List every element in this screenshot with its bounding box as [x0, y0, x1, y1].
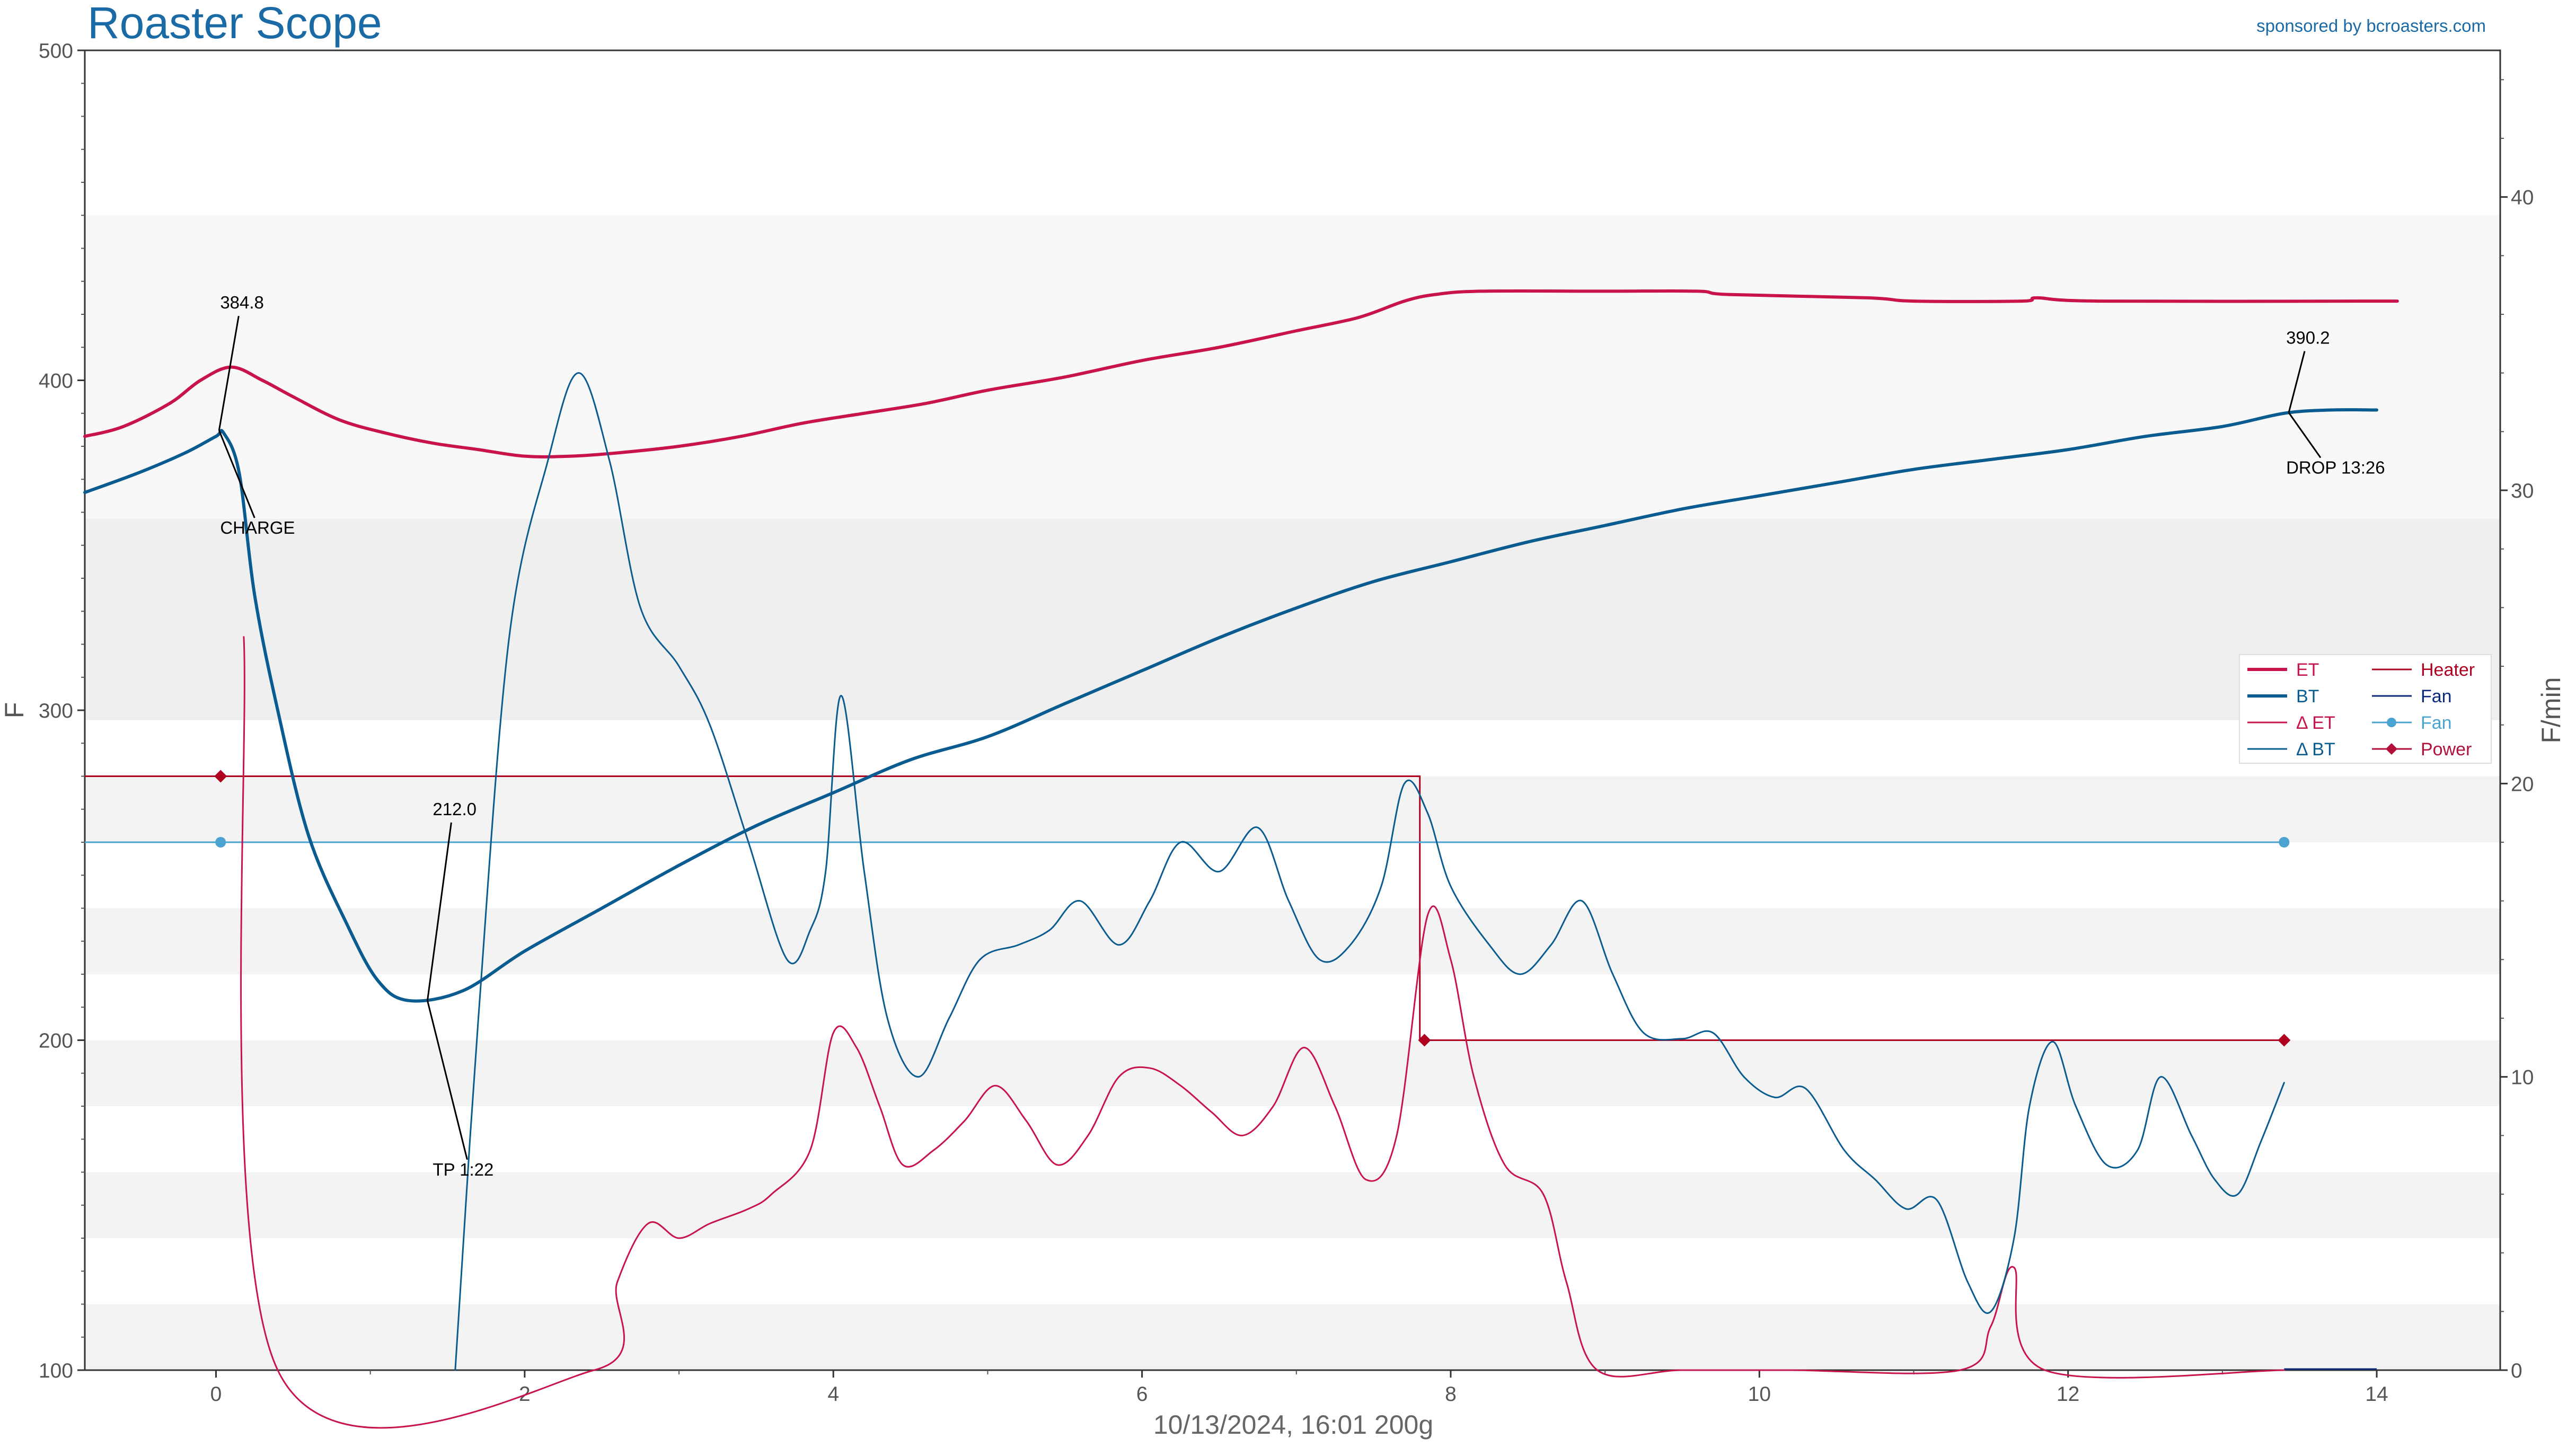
y-right-axis-label: F/min: [2536, 677, 2566, 744]
y-left-tick-label: 400: [39, 370, 73, 393]
annotation-label-leader: [218, 430, 255, 518]
annotation-value-leader: [2288, 351, 2306, 413]
legend-label: Δ BT: [2296, 739, 2335, 760]
fan-marker: [2279, 837, 2290, 848]
legend-label: Δ ET: [2296, 713, 2335, 733]
y-right-tick-label: 40: [2511, 187, 2534, 209]
x-tick-label: 14: [2365, 1383, 2388, 1406]
annotation-value-leader: [218, 315, 240, 431]
annotation-label: DROP 13:26: [2286, 458, 2385, 478]
series-bt-line: [83, 408, 2379, 1003]
y-right-tick-label: 30: [2511, 480, 2534, 502]
chart-title: Roaster Scope: [87, 0, 382, 48]
legend: ET BT Δ ET Δ BT Heater Fan Fan Power: [2239, 654, 2492, 764]
heater-line: [85, 775, 2284, 1041]
legend-label: Fan: [2421, 686, 2452, 707]
band-1: [85, 1172, 2500, 1238]
y-left-tick-label: 200: [39, 1030, 73, 1053]
power-marker: [1418, 1034, 1431, 1047]
series-bt-line: [454, 372, 2285, 1371]
x-axis-label: 10/13/2024, 16:01 200g: [1153, 1410, 1433, 1440]
band-4: [85, 776, 2500, 842]
series-et-line: [83, 289, 2399, 458]
sponsor-link[interactable]: sponsored by bcroasters.com: [2256, 16, 2486, 36]
x-tick-label: 0: [210, 1383, 222, 1406]
annotation-label: TP 1:22: [433, 1160, 493, 1179]
series-layer: [83, 289, 2399, 1429]
x-tick-label: 4: [827, 1383, 839, 1406]
annotation-label-leader: [426, 1000, 468, 1160]
x-tick-label: 10: [1748, 1383, 1771, 1406]
annotations: 384.8 CHARGE 212.0 TP 1:22 390.2 DROP 13:26: [218, 293, 2385, 1179]
band-5: [85, 518, 2500, 720]
y-right-tick-label: 0: [2511, 1360, 2522, 1382]
legend-label: Fan: [2421, 713, 2452, 733]
power-marker: [214, 770, 227, 783]
legend-box: [2239, 654, 2492, 764]
annotation-value: 384.8: [220, 293, 264, 312]
y-left-tick-label: 300: [39, 700, 73, 722]
annotation-value: 390.2: [2286, 328, 2330, 348]
band-2: [85, 1040, 2500, 1106]
annotation-label: CHARGE: [220, 518, 295, 537]
legend-dot-marker: [2387, 718, 2396, 727]
y-right-tick-label: 20: [2511, 773, 2534, 796]
annotation-value-leader: [426, 822, 452, 1001]
x-tick-label: 6: [1136, 1383, 1148, 1406]
y-left-axis-label: F: [0, 702, 29, 719]
band-3: [85, 908, 2500, 974]
series-et-line: [240, 636, 2285, 1429]
annotation-value: 212.0: [433, 799, 477, 819]
x-tick-label: 8: [1445, 1383, 1457, 1406]
legend-label: Power: [2421, 739, 2472, 760]
legend-diamond-marker: [2386, 743, 2397, 755]
legend-label: Heater: [2421, 660, 2475, 680]
legend-label: ET: [2296, 660, 2319, 680]
power-marker: [2278, 1034, 2291, 1047]
y-left-tick-label: 500: [39, 40, 73, 63]
y-right-tick-label: 10: [2511, 1066, 2534, 1089]
x-tick-label: 12: [2057, 1383, 2079, 1406]
band-0: [85, 1304, 2500, 1370]
background-bands: [85, 215, 2500, 1370]
legend-label: BT: [2296, 686, 2319, 707]
fan-marker: [215, 837, 226, 848]
y-left-tick-label: 100: [39, 1360, 73, 1382]
annotation-label-leader: [2288, 412, 2322, 458]
band-6: [85, 215, 2500, 519]
